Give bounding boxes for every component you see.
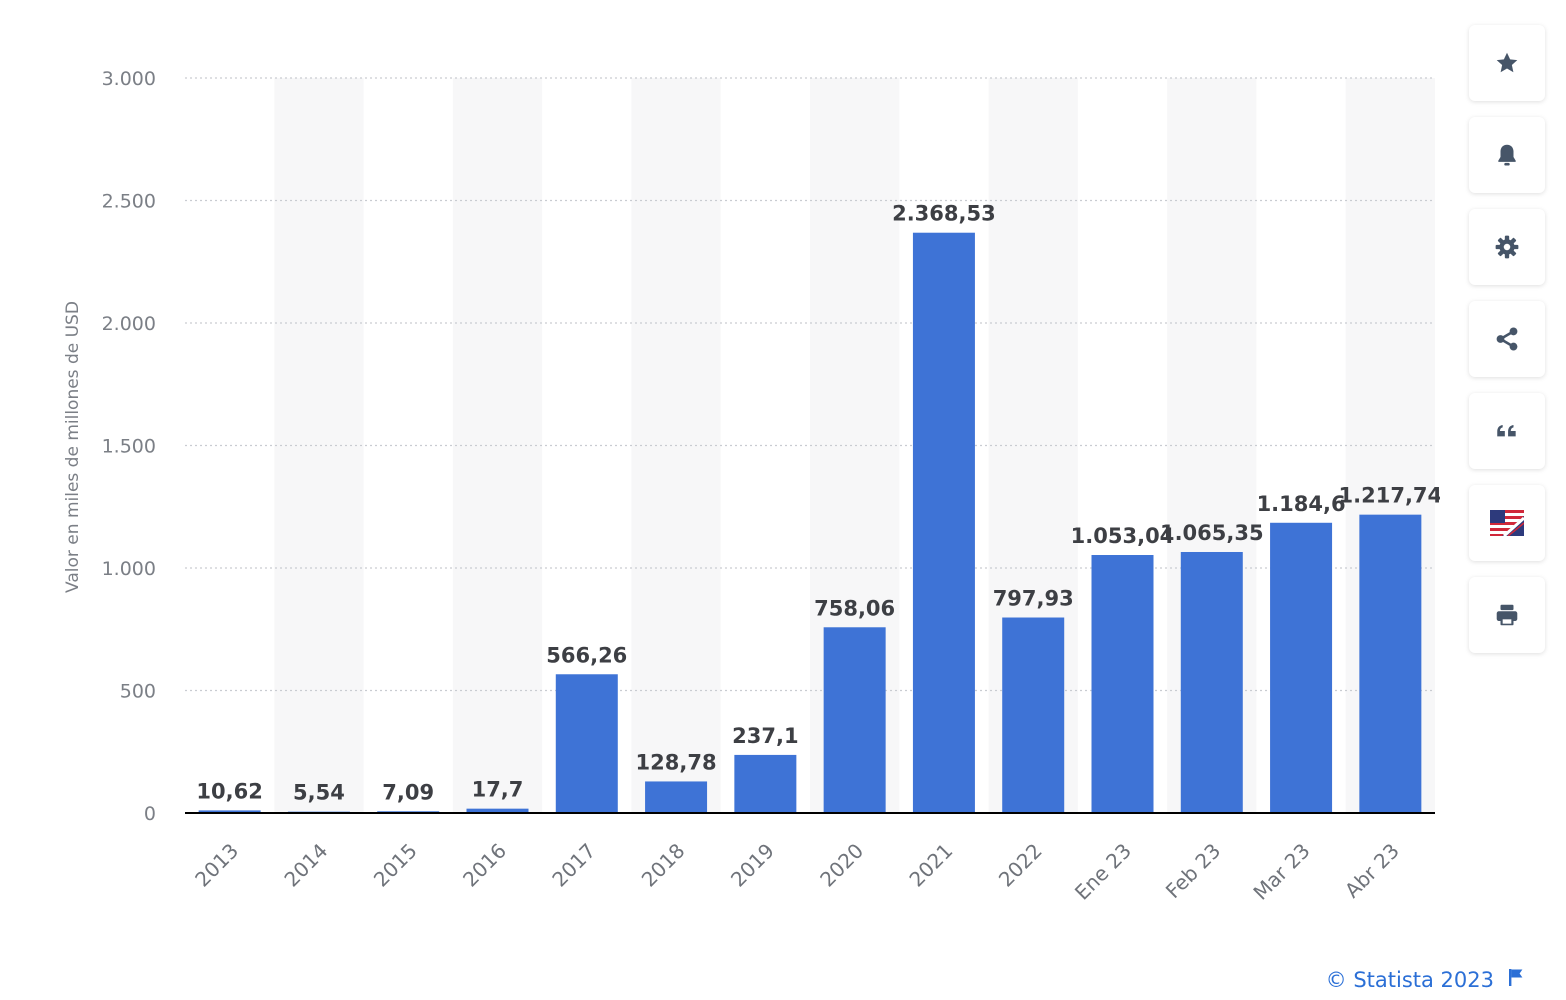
share-button[interactable] <box>1469 301 1545 377</box>
cite-button[interactable] <box>1469 393 1545 469</box>
x-tick-label: 2017 <box>547 839 600 892</box>
bar <box>1091 555 1154 813</box>
bar <box>1180 551 1243 813</box>
data-label: 17,7 <box>472 778 524 802</box>
notification-button[interactable] <box>1469 117 1545 193</box>
bar <box>1359 514 1422 813</box>
quote-icon <box>1497 425 1516 437</box>
y-tick-label: 3.000 <box>102 68 156 90</box>
data-label: 566,26 <box>546 643 627 667</box>
data-label: 7,09 <box>382 780 434 804</box>
x-tick-label: Ene 23 <box>1070 839 1136 905</box>
bar <box>555 674 618 813</box>
column-band <box>452 78 543 813</box>
us-uk-flag-icon <box>1490 510 1524 536</box>
x-tick-label: 2021 <box>904 839 957 892</box>
data-label: 1.184,6 <box>1257 492 1346 516</box>
data-label: 10,62 <box>196 779 262 803</box>
column-band <box>274 78 364 813</box>
x-tick-label: 2015 <box>369 839 422 892</box>
x-tick-label: Mar 23 <box>1248 839 1314 905</box>
y-tick-label: 0 <box>144 803 156 825</box>
bar <box>1002 617 1065 813</box>
data-label: 237,1 <box>732 724 798 748</box>
bar <box>734 754 797 813</box>
x-tick-label: Feb 23 <box>1161 839 1226 904</box>
bar <box>466 808 529 813</box>
bar <box>645 781 708 813</box>
print-button[interactable] <box>1469 577 1545 653</box>
favorite-button[interactable] <box>1469 25 1545 101</box>
bell-icon <box>1498 144 1516 166</box>
data-label: 797,93 <box>993 587 1074 611</box>
x-tick-label: 2014 <box>279 839 332 892</box>
data-label: 1.065,35 <box>1160 521 1264 545</box>
toolbar <box>1469 25 1545 669</box>
y-tick-label: 2.500 <box>102 191 156 213</box>
data-label: 758,06 <box>814 596 895 620</box>
data-label: 5,54 <box>293 781 345 805</box>
x-tick-label: 2022 <box>994 839 1047 892</box>
y-tick-label: 2.000 <box>102 313 156 335</box>
y-tick-label: 1.500 <box>102 436 156 458</box>
settings-button[interactable] <box>1469 209 1545 285</box>
data-label: 128,78 <box>636 750 717 774</box>
y-tick-label: 500 <box>120 681 156 703</box>
star-icon <box>1496 52 1518 73</box>
share-icon <box>1496 327 1518 351</box>
report-flag-icon[interactable] <box>1508 968 1524 992</box>
y-axis-label: Valor en miles de millones de USD <box>63 301 83 593</box>
bar <box>823 627 886 813</box>
data-label: 1.053,04 <box>1071 524 1175 548</box>
x-tick-label: 2013 <box>190 839 243 892</box>
x-tick-label: Abr 23 <box>1340 839 1404 903</box>
footer: © Statista 2023 <box>1326 968 1524 992</box>
copyright-link[interactable]: © Statista 2023 <box>1325 968 1494 992</box>
bars <box>198 232 1422 813</box>
x-tick-label: 2020 <box>815 839 868 892</box>
printer-icon <box>1496 604 1518 626</box>
bar <box>198 810 261 813</box>
language-button[interactable] <box>1469 485 1545 561</box>
y-tick-label: 1.000 <box>102 558 156 580</box>
bar <box>1270 522 1333 813</box>
data-label: 2.368,53 <box>892 202 996 226</box>
bar <box>912 232 975 813</box>
x-tick-label: 2016 <box>458 839 511 892</box>
x-tick-label: 2019 <box>726 839 779 892</box>
gear-icon <box>1495 235 1519 259</box>
data-label: 1.217,74 <box>1339 484 1440 508</box>
bar-chart: 0 500 1.000 1.500 2.000 2.500 3.000 10,62 2013 5,… <box>63 68 1440 905</box>
x-tick-label: 2018 <box>637 839 690 892</box>
